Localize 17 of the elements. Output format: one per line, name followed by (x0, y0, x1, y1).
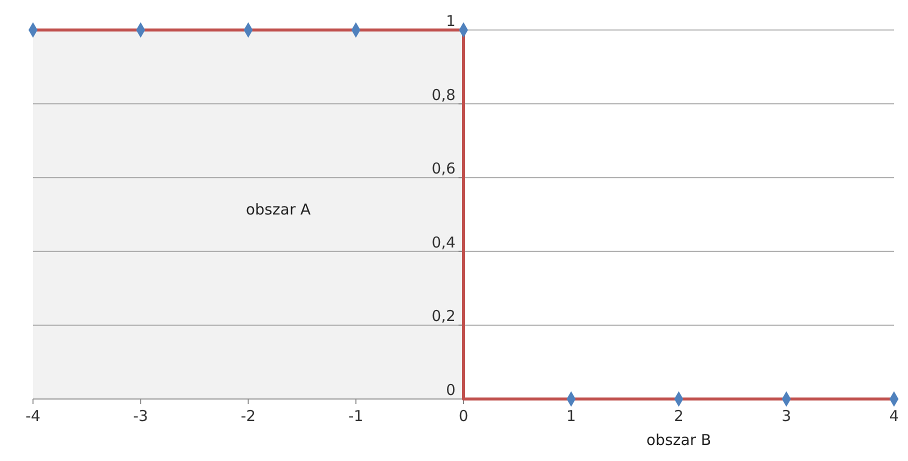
x-tick-label: -2 (240, 407, 256, 425)
y-tick-label: 0,2 (432, 307, 456, 326)
x-tick-label: -3 (133, 407, 148, 425)
y-tick-label: 1 (446, 12, 456, 30)
y-tick-label: 0,4 (432, 233, 456, 252)
y-tick-label: 0 (446, 381, 456, 399)
x-tick-label: -4 (26, 407, 40, 425)
y-tick-label: 0,8 (432, 86, 456, 104)
x-tick-label: 0 (458, 407, 468, 425)
x-tick-label: 4 (889, 407, 899, 425)
y-tick-label: 0,6 (432, 160, 456, 178)
band-label: obszar A (246, 200, 312, 218)
x-tick-label: 1 (566, 407, 576, 425)
x-tick-label: -1 (348, 407, 364, 425)
x-tick-label: 2 (674, 407, 684, 425)
x-tick-label: 3 (782, 407, 792, 425)
annotation: obszar B (646, 431, 712, 449)
